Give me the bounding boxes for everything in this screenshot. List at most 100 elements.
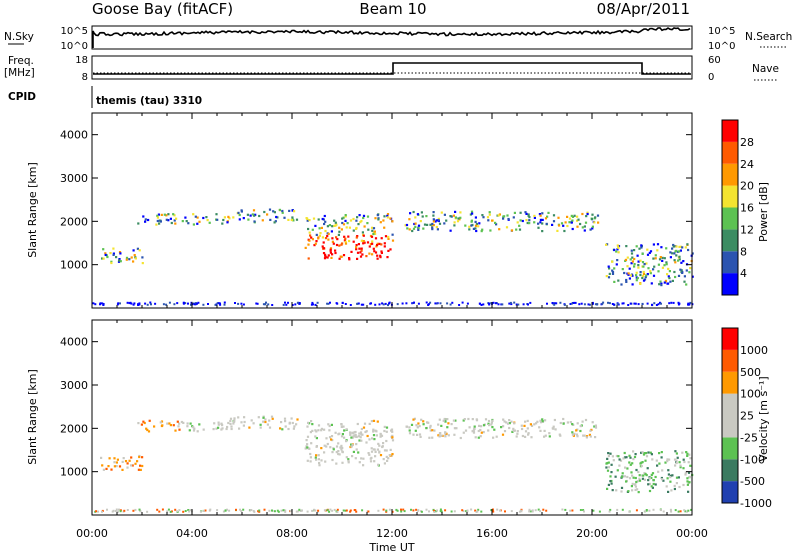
range-gate-cell	[157, 213, 160, 216]
ground-scatter-cell	[387, 304, 389, 307]
range-gate-cell	[314, 429, 317, 432]
range-gate-cell	[497, 214, 500, 217]
range-gate-cell	[131, 464, 134, 467]
ground-scatter-cell	[405, 302, 408, 305]
range-gate-cell	[309, 456, 312, 459]
ground-scatter-cell	[644, 510, 647, 513]
range-gate-cell	[456, 220, 460, 223]
range-gate-cell	[682, 458, 685, 461]
range-gate-cell	[386, 214, 389, 217]
range-gate-cell	[350, 250, 353, 253]
range-gate-cell	[535, 422, 538, 425]
range-gate-cell	[292, 219, 295, 222]
x-tick-label: 08:00	[276, 527, 308, 540]
ground-scatter-cell	[268, 509, 271, 512]
range-gate-cell	[320, 447, 323, 450]
range-gate-cell	[487, 419, 491, 423]
range-gate-cell	[421, 215, 424, 218]
y-tick-label: 1000	[60, 259, 88, 272]
range-gate-cell	[383, 429, 386, 433]
range-gate-cell	[373, 460, 376, 463]
range-gate-cell	[506, 214, 509, 217]
ground-scatter-cell	[633, 302, 636, 305]
range-gate-cell	[266, 423, 269, 426]
range-gate-cell	[566, 215, 569, 218]
range-gate-cell	[642, 453, 646, 456]
range-gate-cell	[345, 440, 348, 443]
range-gate-cell	[363, 241, 366, 244]
ground-scatter-cell	[608, 510, 611, 513]
range-gate-cell	[324, 229, 327, 233]
range-gate-cell	[491, 426, 494, 429]
range-gate-cell	[370, 447, 373, 450]
range-gate-cell	[528, 216, 531, 219]
velocity-colorbar-label: Velocity [m s⁻¹]	[757, 376, 770, 461]
range-gate-cell	[591, 213, 594, 216]
range-gate-cell	[328, 224, 331, 227]
range-gate-cell	[360, 439, 363, 442]
range-gate-cell	[527, 433, 530, 436]
range-gate-cell	[173, 214, 176, 217]
ground-scatter-cell	[184, 302, 187, 305]
colorbar-tick-label: 16	[740, 202, 754, 215]
ground-scatter-cell	[174, 508, 177, 511]
ground-scatter-cell	[132, 509, 135, 512]
ground-scatter-cell	[265, 301, 267, 304]
range-gate-cell	[416, 433, 419, 436]
range-gate-cell	[463, 418, 466, 421]
range-gate-cell	[432, 218, 435, 221]
range-gate-cell	[118, 258, 121, 261]
range-gate-cell	[681, 451, 684, 454]
range-gate-cell	[385, 439, 388, 443]
range-gate-cell	[340, 228, 343, 231]
range-gate-cell	[352, 450, 355, 453]
ground-scatter-cell	[296, 510, 299, 513]
range-gate-cell	[317, 424, 321, 427]
range-gate-cell	[620, 283, 623, 286]
range-gate-cell	[358, 214, 361, 217]
nsky-tick-top: 10^5	[61, 26, 88, 37]
range-gate-cell	[335, 462, 338, 465]
ground-scatter-cell	[367, 510, 370, 513]
range-gate-cell	[607, 265, 610, 268]
ground-scatter-cell	[611, 303, 614, 305]
ground-scatter-cell	[190, 303, 192, 306]
range-gate-cell	[484, 418, 488, 421]
nsearch-label: N.Search	[745, 31, 792, 43]
ground-scatter-cell	[258, 509, 261, 512]
range-gate-cell	[568, 217, 572, 220]
range-gate-cell	[663, 281, 666, 284]
range-gate-cell	[671, 252, 674, 255]
range-gate-cell	[677, 274, 681, 277]
range-gate-cell	[443, 213, 446, 216]
range-gate-cell	[323, 428, 326, 431]
range-gate-cell	[359, 436, 362, 439]
ground-scatter-cell	[641, 302, 644, 305]
range-gate-cell	[311, 429, 314, 432]
ground-scatter-cell	[280, 509, 283, 512]
range-gate-cell	[518, 228, 522, 231]
range-gate-cell	[374, 232, 377, 235]
range-gate-cell	[420, 418, 423, 421]
ground-scatter-cell	[295, 510, 298, 513]
range-gate-cell	[624, 466, 627, 469]
range-gate-cell	[217, 426, 220, 429]
range-gate-cell	[675, 476, 679, 479]
ground-scatter-cell	[596, 303, 599, 306]
range-gate-cell	[541, 420, 544, 423]
range-gate-cell	[141, 456, 144, 459]
ground-scatter-cell	[429, 301, 432, 304]
range-gate-cell	[270, 415, 274, 418]
range-gate-cell	[581, 420, 584, 423]
range-gate-cell	[118, 251, 122, 254]
ground-scatter-cell	[282, 509, 285, 512]
range-gate-cell	[308, 219, 311, 222]
range-gate-cell	[373, 250, 376, 253]
range-gate-cell	[330, 423, 333, 426]
range-gate-cell	[611, 489, 614, 492]
range-gate-cell	[468, 228, 471, 231]
range-gate-cell	[442, 419, 445, 422]
range-gate-cell	[227, 215, 230, 218]
range-gate-cell	[493, 428, 496, 431]
ground-scatter-cell	[99, 303, 101, 306]
